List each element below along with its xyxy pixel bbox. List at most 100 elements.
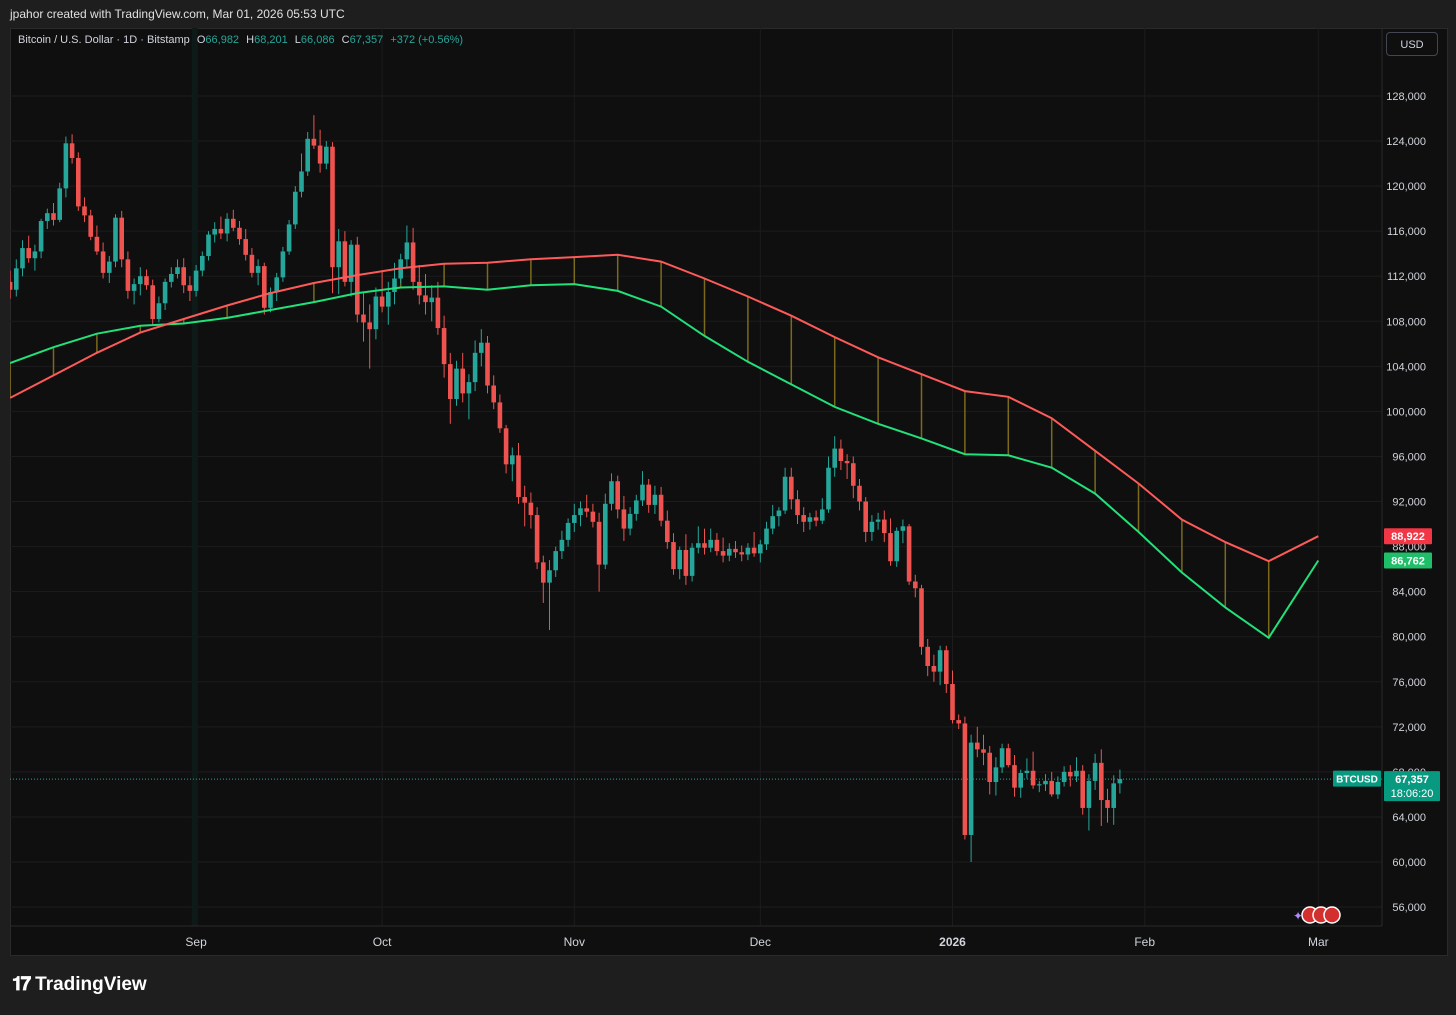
y-tick-label: 60,000 <box>1392 857 1426 869</box>
candle <box>237 221 242 245</box>
candle <box>727 543 732 562</box>
candle <box>665 510 670 549</box>
candle-body <box>187 285 193 291</box>
candle <box>764 521 769 550</box>
candle <box>534 507 540 570</box>
candle-body <box>950 684 955 721</box>
candle-body <box>820 509 825 521</box>
price-chart[interactable]: 128,000 124,000 120,000 116,000 112,000 108,0… <box>10 28 1448 956</box>
candle-body <box>931 665 937 672</box>
candle <box>454 360 459 406</box>
candle <box>224 213 230 242</box>
candle <box>373 287 379 340</box>
candle <box>1012 754 1017 797</box>
y-tick-label: 124,000 <box>1386 136 1426 148</box>
y-tick-label: 120,000 <box>1386 181 1426 193</box>
candle-body <box>435 297 441 329</box>
candle-body <box>423 295 428 303</box>
candle <box>82 197 87 223</box>
y-tick-label: 128,000 <box>1386 91 1426 103</box>
candle <box>857 479 862 511</box>
candle <box>615 475 620 519</box>
candle <box>869 515 875 541</box>
candle-body <box>745 547 751 555</box>
candle <box>683 534 689 585</box>
candle-body <box>541 562 546 583</box>
candle-body <box>293 191 298 225</box>
candle-body <box>634 500 639 514</box>
high-value: 68,201 <box>254 34 288 46</box>
candle-body <box>193 270 199 291</box>
candle <box>472 340 478 392</box>
candle <box>435 281 441 335</box>
candle-body <box>491 385 496 403</box>
candle <box>714 533 720 556</box>
tradingview-logo[interactable]: 𝟏𝟕 TradingView <box>12 974 147 996</box>
candle <box>1092 753 1098 790</box>
slow-ma-price-label: 86,762 <box>1391 556 1425 568</box>
low-label: L <box>294 34 301 46</box>
candle-body <box>875 519 881 522</box>
open-value: 66,982 <box>205 34 240 46</box>
candle-body <box>485 342 490 386</box>
candle <box>243 228 248 261</box>
candle <box>627 507 633 536</box>
candle <box>658 486 664 527</box>
candle-body <box>727 548 732 556</box>
candle <box>181 258 186 294</box>
x-tick-label: Dec <box>750 935 771 949</box>
candle-body <box>1061 771 1067 783</box>
candle <box>125 251 131 299</box>
candle-body <box>683 549 689 576</box>
candle <box>286 219 292 255</box>
candle-body <box>857 485 862 502</box>
candle <box>944 645 949 694</box>
candle-body <box>1068 771 1073 777</box>
currency-button[interactable]: USD <box>1386 32 1438 56</box>
candle-body <box>448 364 453 400</box>
candle-body <box>770 516 775 529</box>
candle-body <box>466 382 472 394</box>
candle-body <box>1086 780 1092 808</box>
candle-body <box>63 143 69 189</box>
candle <box>162 278 168 311</box>
candle <box>175 259 180 279</box>
candle-body <box>479 342 484 353</box>
symbol-label[interactable]: Bitcoin / U.S. Dollar · 1D · Bitstamp <box>18 34 190 46</box>
price-scale-labels: 88,922 86,762 BTCUSD 67,357 18:06:20 <box>1333 528 1440 802</box>
candle <box>76 152 81 211</box>
x-axis[interactable]: Sep Oct Nov Dec 2026 Feb Mar <box>185 935 1328 949</box>
candle-body <box>280 251 286 278</box>
candle <box>733 540 738 558</box>
y-tick-label: 56,000 <box>1392 902 1426 914</box>
candle-body <box>100 251 106 273</box>
candle-body <box>379 296 385 307</box>
candle <box>795 490 800 525</box>
candle <box>603 493 608 570</box>
candle <box>10 270 13 299</box>
candle-body <box>373 296 379 330</box>
candle <box>119 210 124 268</box>
candle-body <box>82 206 87 216</box>
candle <box>900 519 906 544</box>
candle-body <box>832 448 837 468</box>
y-tick-label: 72,000 <box>1392 722 1426 734</box>
y-axis[interactable]: 128,000 124,000 120,000 116,000 112,000 108,0… <box>1386 91 1426 914</box>
y-tick-label: 108,000 <box>1386 316 1426 328</box>
candle <box>206 231 211 261</box>
y-tick-label: 112,000 <box>1387 271 1426 283</box>
moving-averages <box>10 253 1320 640</box>
candle-body <box>14 268 19 290</box>
y-tick-label: 116,000 <box>1387 226 1426 238</box>
candle-body <box>26 248 31 259</box>
candle <box>950 670 955 724</box>
candle <box>975 726 980 758</box>
candle <box>94 225 100 255</box>
events-icon[interactable]: ✦ <box>1293 906 1341 924</box>
candle-body <box>10 281 13 290</box>
candle <box>218 216 224 240</box>
candle-body <box>553 551 558 571</box>
symbol-price-tag-bg <box>1333 770 1381 787</box>
candle <box>671 533 676 575</box>
candle <box>1024 758 1030 779</box>
